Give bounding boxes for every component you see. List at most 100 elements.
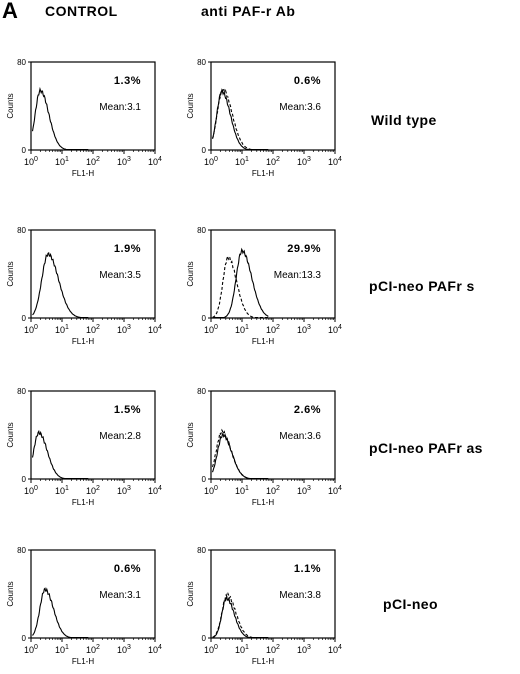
x-tick-label: 102: [86, 324, 100, 335]
percent-label: 0.6%: [114, 563, 141, 575]
x-tick-label: 103: [117, 485, 131, 496]
row-label-pafr-as: pCI-neo PAFr as: [369, 440, 483, 456]
y-axis-label: Counts: [6, 422, 15, 447]
dashed-series-curve: [211, 87, 269, 151]
percent-label: 0.6%: [294, 75, 321, 87]
row-label-wild-type: Wild type: [371, 112, 437, 128]
x-tick-label: 103: [297, 324, 311, 335]
solid-series-curve: [31, 429, 89, 480]
x-tick-label: 100: [24, 644, 38, 655]
x-tick-label: 101: [235, 324, 249, 335]
y-tick-label: 0: [22, 146, 27, 155]
mean-label: Mean:3.5: [99, 270, 141, 281]
x-tick-label: 100: [204, 324, 218, 335]
x-tick-label: 103: [117, 644, 131, 655]
y-axis-label: Counts: [186, 93, 195, 118]
panel-letter: A: [2, 0, 18, 23]
histogram-row4-anti: 0 80 100 101 102 103 104 Counts FL1-H 1.1% Mean:3.…: [186, 546, 342, 666]
x-tick-label: 101: [235, 644, 249, 655]
percent-label: 1.9%: [114, 243, 141, 255]
x-tick-label: 104: [148, 485, 162, 496]
y-tick-label: 0: [202, 634, 207, 643]
solid-series-curve: [211, 88, 269, 151]
x-axis-label: FL1-H: [72, 657, 94, 666]
solid-series-curve: [212, 247, 269, 319]
histogram-row2-anti: 0 80 100 101 102 103 104 Counts FL1-H 29.9% Mean:1…: [186, 226, 342, 346]
x-tick-label: 101: [55, 156, 69, 167]
mean-label: Mean:3.1: [99, 102, 141, 113]
x-tick-label: 100: [204, 644, 218, 655]
y-tick-label: 80: [17, 546, 26, 555]
y-tick-label: 0: [22, 634, 27, 643]
x-tick-label: 103: [297, 156, 311, 167]
y-tick-label: 0: [202, 146, 207, 155]
x-tick-label: 101: [55, 644, 69, 655]
x-tick-label: 102: [266, 324, 280, 335]
histogram-row4-control: 0 80 100 101 102 103 104 Counts FL1-H 0.6% Mean:3.…: [6, 546, 162, 666]
x-axis-label: FL1-H: [72, 498, 94, 507]
x-tick-label: 102: [266, 156, 280, 167]
mean-label: Mean:3.8: [279, 590, 321, 601]
y-axis-label: Counts: [186, 581, 195, 606]
percent-label: 1.5%: [114, 404, 141, 416]
y-tick-label: 0: [22, 475, 27, 484]
x-tick-label: 102: [86, 156, 100, 167]
dashed-series-curve: [212, 591, 269, 639]
dashed-series-curve: [212, 254, 269, 319]
y-tick-label: 0: [202, 475, 207, 484]
y-tick-label: 80: [197, 387, 206, 396]
mean-label: Mean:13.3: [274, 270, 322, 281]
x-tick-label: 101: [235, 485, 249, 496]
column-header-anti-paf-r: anti PAF-r Ab: [201, 3, 296, 19]
x-tick-label: 101: [55, 324, 69, 335]
solid-series-curve: [32, 252, 89, 319]
y-tick-label: 80: [17, 387, 26, 396]
y-axis-label: Counts: [6, 261, 15, 286]
y-tick-label: 80: [197, 226, 206, 235]
x-tick-label: 103: [297, 644, 311, 655]
y-tick-label: 80: [17, 58, 26, 67]
x-tick-label: 104: [328, 485, 342, 496]
x-tick-label: 103: [117, 324, 131, 335]
mean-label: Mean:3.6: [279, 431, 321, 442]
x-tick-label: 104: [328, 156, 342, 167]
x-tick-label: 102: [266, 644, 280, 655]
x-tick-label: 100: [204, 485, 218, 496]
x-tick-label: 104: [328, 644, 342, 655]
x-axis-label: FL1-H: [72, 169, 94, 178]
x-tick-label: 100: [24, 324, 38, 335]
column-header-control: CONTROL: [45, 3, 118, 19]
x-tick-label: 104: [148, 156, 162, 167]
y-axis-label: Counts: [186, 261, 195, 286]
x-tick-label: 101: [55, 485, 69, 496]
histogram-row1-control: 0 80 100 101 102 103 104 Counts FL1-H 1.3% Mean:3.…: [6, 58, 162, 178]
mean-label: Mean:3.6: [279, 102, 321, 113]
percent-label: 1.1%: [294, 563, 321, 575]
y-tick-label: 80: [197, 546, 206, 555]
percent-label: 29.9%: [287, 243, 321, 255]
row-label-pafr-s: pCI-neo PAFr s: [369, 278, 475, 294]
x-tick-label: 104: [148, 324, 162, 335]
y-axis-label: Counts: [186, 422, 195, 447]
y-tick-label: 0: [202, 314, 207, 323]
histogram-row2-control: 0 80 100 101 102 103 104 Counts FL1-H 1.9% Mean:3.…: [6, 226, 162, 346]
x-axis-label: FL1-H: [72, 337, 94, 346]
dashed-series-curve: [211, 428, 269, 480]
x-tick-label: 101: [235, 156, 249, 167]
percent-label: 2.6%: [294, 404, 321, 416]
y-axis-label: Counts: [6, 581, 15, 606]
histogram-row3-control: 0 80 100 101 102 103 104 Counts FL1-H 1.5% Mean:2.…: [6, 387, 162, 507]
x-axis-label: FL1-H: [252, 498, 274, 507]
x-tick-label: 102: [86, 485, 100, 496]
y-tick-label: 80: [17, 226, 26, 235]
y-tick-label: 80: [197, 58, 206, 67]
x-axis-label: FL1-H: [252, 169, 274, 178]
x-axis-label: FL1-H: [252, 337, 274, 346]
x-tick-label: 100: [24, 485, 38, 496]
x-tick-label: 100: [204, 156, 218, 167]
solid-series-curve: [211, 432, 269, 480]
y-tick-label: 0: [22, 314, 27, 323]
mean-label: Mean:2.8: [99, 431, 141, 442]
histogram-row3-anti: 0 80 100 101 102 103 104 Counts FL1-H 2.6% Mean:3.…: [186, 387, 342, 507]
percent-label: 1.3%: [114, 75, 141, 87]
